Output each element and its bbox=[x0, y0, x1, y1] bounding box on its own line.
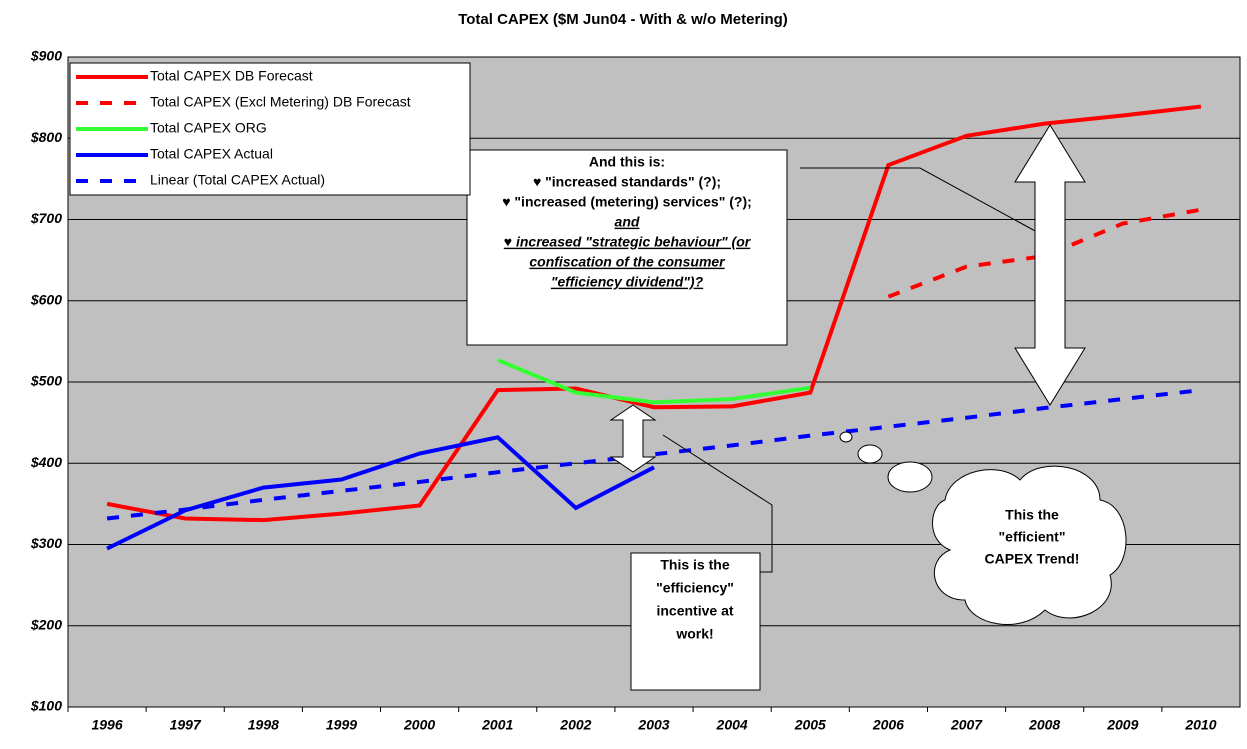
x-tick-label: 2006 bbox=[872, 717, 904, 733]
y-tick-label: $900 bbox=[30, 48, 62, 64]
annotation-text: work! bbox=[675, 626, 713, 642]
legend-label: Total CAPEX Actual bbox=[150, 146, 273, 162]
y-tick-label: $100 bbox=[30, 698, 62, 714]
x-tick-label: 2004 bbox=[716, 717, 748, 733]
x-tick-label: 1999 bbox=[326, 717, 357, 733]
x-tick-label: 2010 bbox=[1184, 717, 1216, 733]
x-tick-label: 2007 bbox=[950, 717, 983, 733]
legend-label: Total CAPEX DB Forecast bbox=[150, 68, 313, 84]
annotation-text: "efficiency" bbox=[656, 580, 734, 596]
y-tick-label: $300 bbox=[30, 535, 62, 551]
annotation-text: This the bbox=[1005, 507, 1059, 523]
y-tick-label: $600 bbox=[30, 291, 62, 307]
y-tick-label: $800 bbox=[30, 129, 62, 145]
annotation-text: ♥ "increased standards" (?); bbox=[533, 174, 721, 190]
annotation-text: CAPEX Trend! bbox=[985, 551, 1080, 567]
annotation-text: ♥ increased "strategic behaviour" (or bbox=[504, 234, 752, 250]
series-line bbox=[887, 207, 1202, 299]
legend-label: Total CAPEX (Excl Metering) DB Forecast bbox=[150, 94, 411, 110]
x-tick-label: 2003 bbox=[637, 717, 669, 733]
annotation-text: and bbox=[615, 214, 640, 230]
y-tick-label: $400 bbox=[30, 454, 62, 470]
decorations bbox=[466, 124, 1127, 691]
annotation-text: ♥ "increased (metering) services" (?); bbox=[502, 194, 752, 210]
series-line bbox=[106, 435, 655, 551]
series-line bbox=[496, 358, 811, 405]
x-tick-label: 2005 bbox=[794, 717, 826, 733]
legend-label: Linear (Total CAPEX Actual) bbox=[150, 172, 325, 188]
x-tick-label: 2009 bbox=[1106, 717, 1138, 733]
x-tick-label: 2001 bbox=[481, 717, 513, 733]
annotation-text: confiscation of the consumer bbox=[529, 254, 726, 270]
y-tick-label: $200 bbox=[30, 616, 62, 632]
x-tick-label: 1997 bbox=[170, 717, 202, 733]
annotation-text: "efficient" bbox=[999, 529, 1066, 545]
annotation-text: incentive at bbox=[656, 603, 733, 619]
y-tick-label: $700 bbox=[30, 210, 62, 226]
legend-label: Total CAPEX ORG bbox=[150, 120, 267, 136]
annotation-text: "efficiency dividend")? bbox=[551, 274, 704, 290]
annotation-text: This is the bbox=[660, 557, 729, 573]
x-tick-label: 2002 bbox=[559, 717, 591, 733]
x-tick-label: 1998 bbox=[248, 717, 279, 733]
y-tick-label: $500 bbox=[30, 373, 62, 389]
series-line bbox=[106, 388, 1202, 521]
x-tick-label: 1996 bbox=[91, 717, 122, 733]
series-line bbox=[106, 104, 1202, 523]
chart-title: Total CAPEX ($M Jun04 - With & w/o Meter… bbox=[458, 11, 788, 28]
x-tick-label: 2008 bbox=[1028, 717, 1060, 733]
annotation-text: And this is: bbox=[589, 154, 665, 170]
x-tick-label: 2000 bbox=[403, 717, 435, 733]
